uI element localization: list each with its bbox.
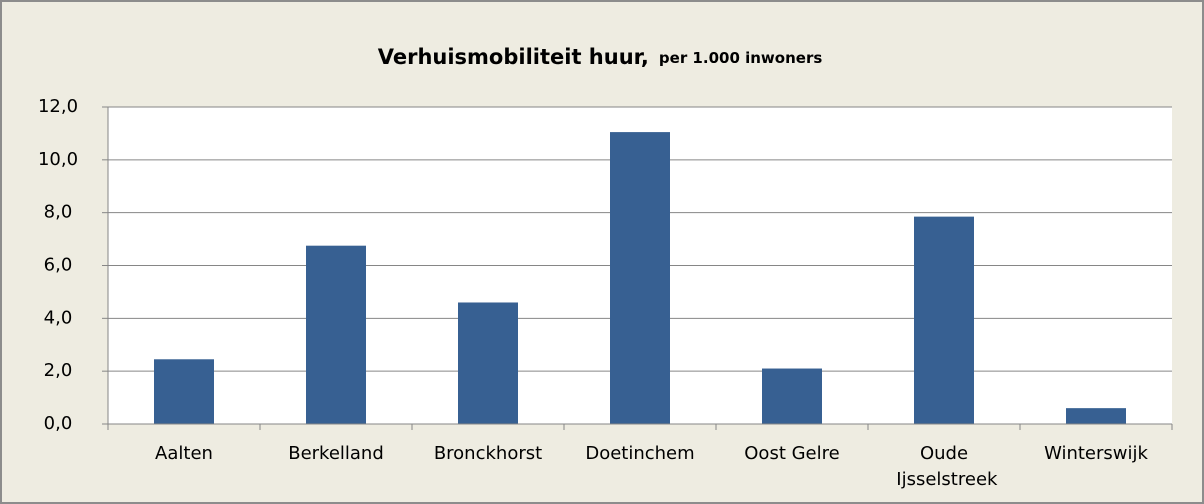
bar bbox=[306, 245, 366, 424]
x-tick-label: Berkelland bbox=[288, 443, 384, 464]
x-tick-label-line: Oude bbox=[920, 443, 968, 464]
y-tick-label: 12,0 bbox=[38, 96, 78, 117]
x-tick-label-line: Ijsselstreek bbox=[891, 469, 998, 490]
x-tick-label: Oost Gelre bbox=[744, 443, 839, 464]
y-tick-label: 2,0 bbox=[44, 360, 73, 381]
y-tick-label: 10,0 bbox=[38, 149, 78, 170]
y-tick-label: 8,0 bbox=[44, 202, 73, 223]
x-tick-label: Doetinchem bbox=[585, 443, 694, 464]
bar bbox=[914, 216, 974, 424]
y-tick-label: 0,0 bbox=[44, 413, 73, 434]
chart-title: Verhuismobiliteit huur, per 1.000 inwoner… bbox=[378, 45, 823, 69]
bar bbox=[762, 368, 822, 424]
title: Verhuismobiliteit huur, bbox=[378, 45, 649, 69]
x-tick-label: Aalten bbox=[155, 443, 213, 464]
x-tick-label: Winterswijk bbox=[1044, 443, 1148, 464]
bar bbox=[1066, 408, 1126, 424]
bar bbox=[154, 359, 214, 424]
bar bbox=[610, 132, 670, 425]
y-tick-label: 6,0 bbox=[44, 255, 73, 276]
x-tick-label: Oude Ijsselstreek bbox=[891, 443, 998, 490]
y-tick-label: 4,0 bbox=[44, 307, 73, 328]
x-tick-label: Bronckhorst bbox=[434, 443, 542, 464]
subtitle: per 1.000 inwoners bbox=[659, 49, 822, 67]
bar bbox=[458, 302, 518, 424]
